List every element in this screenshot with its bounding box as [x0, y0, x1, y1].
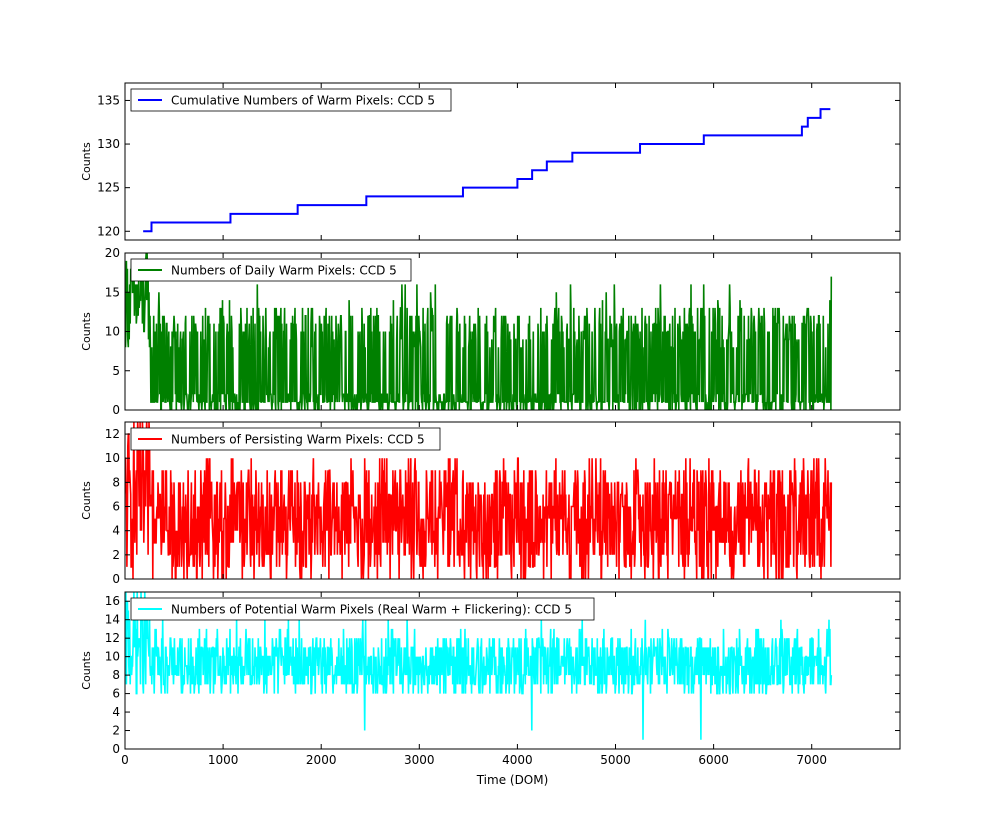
- y-tick-label: 12: [105, 427, 120, 441]
- y-tick-label: 125: [97, 181, 120, 195]
- y-tick-label: 2: [112, 548, 120, 562]
- y-tick-label: 2: [112, 724, 120, 738]
- axes-frame: [124, 421, 901, 580]
- plot-area: [125, 422, 833, 579]
- y-tick-label: 10: [105, 451, 120, 465]
- x-tick-label: 3000: [404, 753, 435, 767]
- series-line: [143, 108, 831, 233]
- y-tick-label: 20: [105, 246, 120, 260]
- y-tick-label: 5: [112, 364, 120, 378]
- y-tick-label: 8: [112, 668, 120, 682]
- panel-2: 0 5 10 15 20 Counts Numbers of Daily Warm Pixe…: [80, 246, 901, 417]
- y-tick-label: 15: [105, 285, 120, 299]
- x-tick-label: 0: [121, 753, 129, 767]
- y-axis-label: Counts: [80, 651, 93, 690]
- panel-3: 0 2 4 6 8 10 12 Counts Numbers of Persisting War…: [80, 421, 901, 586]
- panel-4: 0 2 4 6 8 10 12 14 16 0 1000 2000 3000 4000 5000 6000 70…: [80, 591, 901, 787]
- y-axis-label: Counts: [80, 312, 93, 351]
- y-tick-label: 6: [112, 687, 120, 701]
- x-tick-label: 2000: [306, 753, 337, 767]
- y-axis-label: Counts: [80, 481, 93, 520]
- x-tick-label: 4000: [502, 753, 533, 767]
- legend-box: [130, 427, 441, 451]
- legend-box: [130, 258, 412, 282]
- y-tick-label: 8: [112, 475, 120, 489]
- legend-label: Numbers of Potential Warm Pixels (Real W…: [171, 603, 572, 617]
- plot-area: [143, 108, 831, 233]
- y-tick-label: 0: [112, 403, 120, 417]
- y-tick-label: 130: [97, 137, 120, 151]
- y-tick-label: 4: [112, 524, 120, 538]
- panel-1: 120 125 130 135 Counts Cumulative Numbers of …: [80, 82, 901, 241]
- plot-area: [125, 253, 833, 410]
- y-tick-label: 6: [112, 500, 120, 514]
- series-line: [125, 422, 833, 579]
- axes-frame: [124, 82, 901, 241]
- y-tick-label: 0: [112, 572, 120, 586]
- x-tick-label: 6000: [698, 753, 729, 767]
- x-axis-label: Time (DOM): [476, 773, 549, 787]
- y-tick-label: 120: [97, 224, 120, 238]
- y-tick-label: 16: [105, 594, 120, 608]
- legend-label: Numbers of Daily Warm Pixels: CCD 5: [171, 264, 397, 278]
- legend-label: Cumulative Numbers of Warm Pixels: CCD 5: [171, 94, 435, 108]
- y-axis-label: Counts: [80, 142, 93, 181]
- y-tick-label: 14: [105, 613, 120, 627]
- axes-frame: [124, 591, 901, 750]
- x-tick-label: 7000: [796, 753, 827, 767]
- y-tick-label: 10: [105, 325, 120, 339]
- y-tick-label: 10: [105, 650, 120, 664]
- y-tick-label: 0: [112, 742, 120, 756]
- legend-box: [130, 88, 452, 112]
- series-line: [125, 253, 833, 410]
- y-tick-label: 4: [112, 705, 120, 719]
- legend-label: Numbers of Persisting Warm Pixels: CCD 5: [171, 433, 425, 447]
- y-tick-label: 135: [97, 93, 120, 107]
- plot-area: [125, 592, 833, 740]
- legend-box: [130, 597, 595, 621]
- x-tick-label: 5000: [600, 753, 631, 767]
- x-tick-label: 1000: [208, 753, 239, 767]
- series-line: [125, 592, 833, 740]
- y-tick-label: 12: [105, 631, 120, 645]
